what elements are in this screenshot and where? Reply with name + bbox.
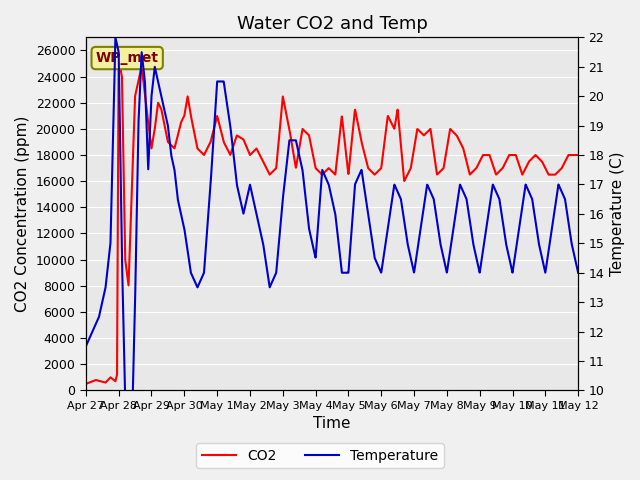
Temperature [168,154,175,159]
CO2 [574,152,582,158]
Temperature [565,222,573,228]
Temperature [512,248,520,254]
CO2 [512,152,520,158]
Line: CO2: CO2 [86,57,578,384]
Temperature [111,35,119,40]
Y-axis label: CO2 Concentration (ppm): CO2 Concentration (ppm) [15,116,30,312]
Temperature [125,461,132,467]
X-axis label: Time: Time [313,416,351,432]
Temperature [271,273,279,278]
CO2 [292,164,300,169]
Line: Temperature: Temperature [86,37,578,464]
Text: WP_met: WP_met [96,51,159,65]
CO2 [168,143,175,148]
Legend: CO2, Temperature: CO2, Temperature [196,443,444,468]
Temperature [138,55,146,61]
CO2 [564,152,572,158]
Y-axis label: Temperature (C): Temperature (C) [610,152,625,276]
CO2 [271,167,278,172]
Temperature [82,343,90,349]
Temperature [292,139,300,145]
Title: Water CO2 and Temp: Water CO2 and Temp [237,15,428,33]
Temperature [574,270,582,276]
CO2 [115,54,122,60]
CO2 [82,381,90,387]
CO2 [138,68,146,73]
